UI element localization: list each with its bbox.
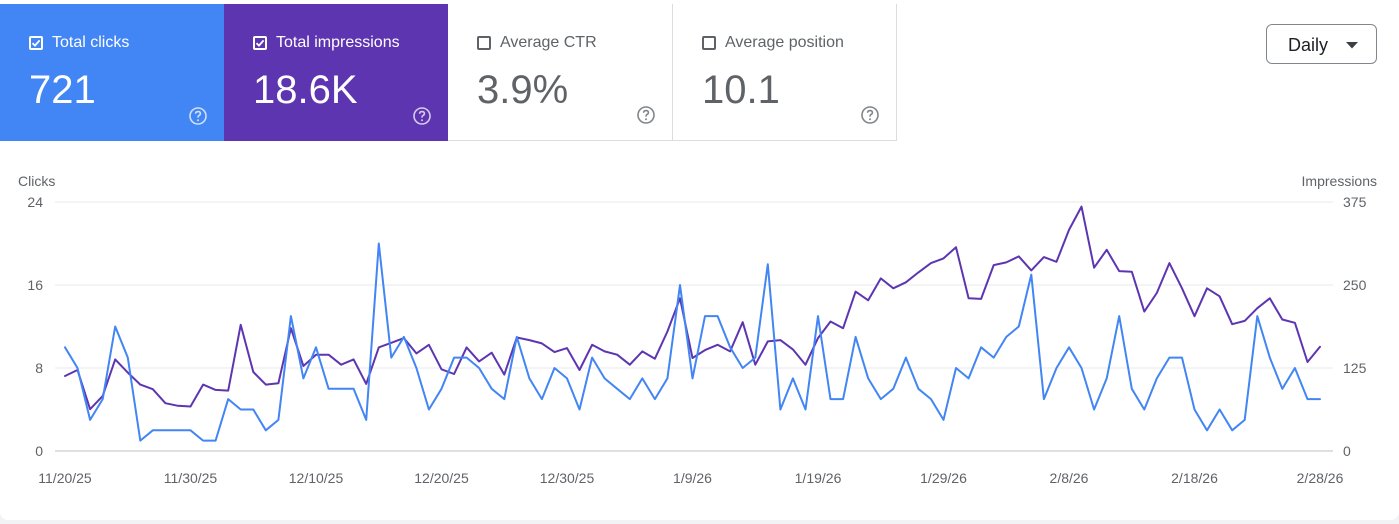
y-tick-left: 24 [27, 194, 43, 210]
tick-labels: 0 8 16 24 0 125 250 375 11/20/25 11/30/25 12/10/25… [27, 194, 1366, 486]
series-line-clicks[interactable] [64, 242, 1321, 442]
x-tick-label: 1/19/26 [795, 470, 842, 486]
total-impressions-label: Total impressions [276, 34, 400, 51]
x-tick-label: 11/20/25 [38, 470, 92, 486]
y-tick-right: 250 [1343, 277, 1367, 293]
average-position-checkbox[interactable] [702, 36, 716, 50]
total-clicks-value: 721 [29, 68, 96, 112]
average-ctr-value: 3.9% [477, 68, 569, 112]
y-tick-left: 0 [35, 443, 43, 459]
y-tick-right: 0 [1343, 443, 1351, 459]
total-impressions-card[interactable]: Total impressions 18.6K [224, 4, 448, 141]
grid-lines [55, 201, 1333, 452]
x-tick-label: 12/30/25 [540, 470, 595, 486]
total-impressions-checkbox[interactable] [253, 36, 267, 50]
y-axis-label-right: Impressions [1302, 173, 1377, 189]
x-tick-label: 1/9/26 [673, 470, 712, 486]
y-tick-left: 16 [27, 277, 43, 293]
y-tick-left: 8 [35, 360, 43, 376]
caret-down-icon [1346, 42, 1358, 49]
x-tick-label: 2/28/26 [1297, 470, 1344, 486]
average-position-card[interactable]: Average position 10.1 [673, 4, 897, 141]
total-clicks-label: Total clicks [52, 34, 130, 51]
average-position-label: Average position [725, 34, 844, 51]
y-tick-right: 125 [1343, 360, 1367, 376]
average-ctr-card[interactable]: Average CTR 3.9% [448, 4, 673, 141]
series-lines [64, 205, 1321, 442]
total-clicks-checkbox[interactable] [29, 36, 43, 50]
series-line-impressions[interactable] [64, 205, 1321, 411]
x-tick-label: 12/10/25 [289, 470, 344, 486]
x-tick-label: 2/8/26 [1050, 470, 1089, 486]
x-tick-label: 1/29/26 [920, 470, 967, 486]
average-ctr-checkbox[interactable] [477, 36, 491, 50]
y-tick-right: 375 [1343, 194, 1367, 210]
question-circle-icon[interactable] [636, 105, 656, 125]
average-position-value: 10.1 [702, 68, 780, 112]
question-circle-icon[interactable] [412, 106, 432, 126]
granularity-selected: Daily [1288, 35, 1329, 55]
x-tick-label: 12/20/25 [414, 470, 469, 486]
total-clicks-card[interactable]: Total clicks 721 [0, 4, 224, 141]
y-axis-label-left: Clicks [18, 173, 55, 189]
average-ctr-label: Average CTR [500, 34, 597, 51]
question-circle-icon[interactable] [860, 105, 880, 125]
granularity-dropdown[interactable]: Daily [1266, 24, 1377, 64]
total-impressions-value: 18.6K [253, 68, 358, 112]
x-tick-label: 11/30/25 [164, 470, 218, 486]
x-tick-label: 2/18/26 [1171, 470, 1218, 486]
metric-cards: Total clicks 721 Total impressions 18.6K… [0, 4, 897, 141]
question-circle-icon[interactable] [188, 106, 208, 126]
